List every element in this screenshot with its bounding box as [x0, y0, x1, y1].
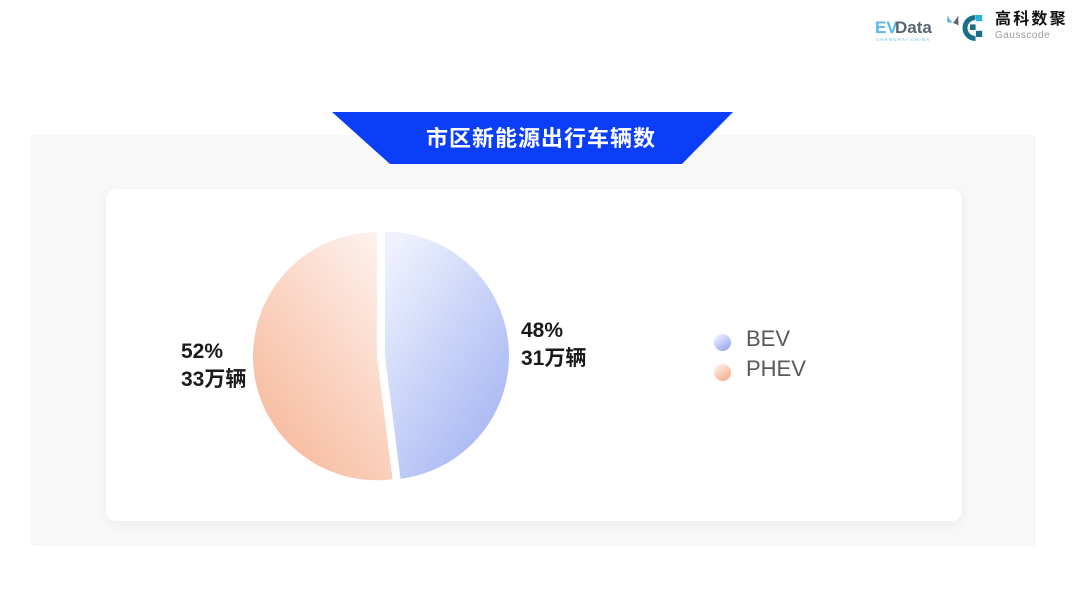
svg-text:Data: Data: [895, 18, 932, 37]
svg-text:SHANGHAI CHINA: SHANGHAI CHINA: [876, 37, 930, 42]
